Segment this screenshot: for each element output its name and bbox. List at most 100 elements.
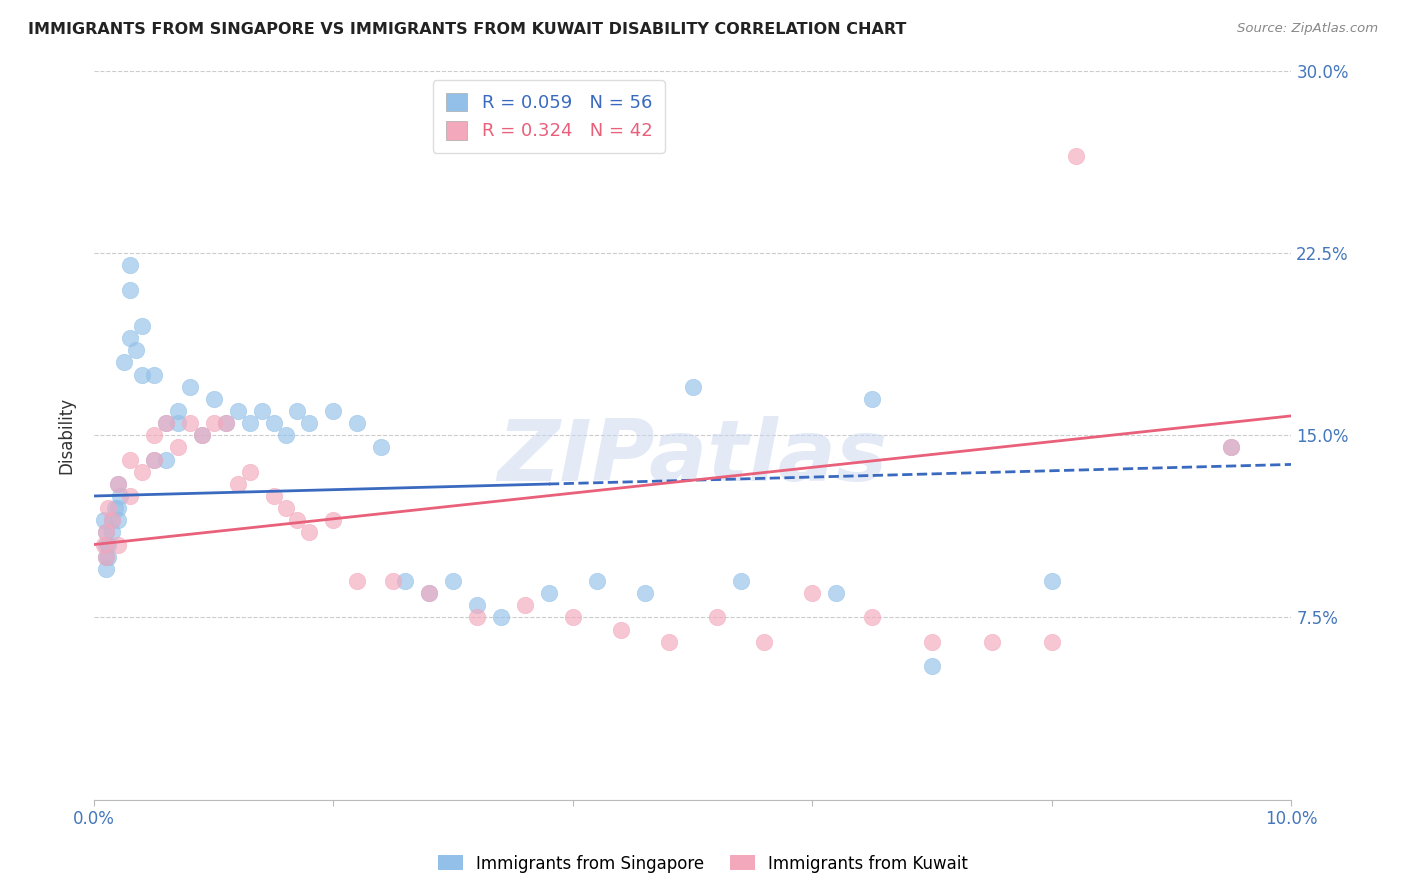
Point	[94, 525, 117, 540]
Point	[754, 634, 776, 648]
Point	[179, 416, 201, 430]
Point	[298, 525, 321, 540]
Point	[418, 586, 440, 600]
Point	[465, 599, 488, 613]
Point	[112, 355, 135, 369]
Point	[94, 549, 117, 564]
Point	[706, 610, 728, 624]
Point	[513, 599, 536, 613]
Point	[634, 586, 657, 600]
Point	[860, 392, 883, 406]
Point	[298, 416, 321, 430]
Point	[287, 404, 309, 418]
Point	[860, 610, 883, 624]
Point	[131, 465, 153, 479]
Point	[658, 634, 681, 648]
Point	[118, 452, 141, 467]
Point	[370, 441, 392, 455]
Point	[441, 574, 464, 588]
Legend: Immigrants from Singapore, Immigrants from Kuwait: Immigrants from Singapore, Immigrants fr…	[432, 848, 974, 880]
Point	[107, 513, 129, 527]
Point	[101, 513, 124, 527]
Point	[125, 343, 148, 358]
Y-axis label: Disability: Disability	[58, 397, 75, 474]
Point	[155, 452, 177, 467]
Point	[93, 537, 115, 551]
Point	[94, 537, 117, 551]
Point	[489, 610, 512, 624]
Point	[107, 537, 129, 551]
Point	[107, 501, 129, 516]
Point	[322, 404, 344, 418]
Point	[93, 513, 115, 527]
Point	[418, 586, 440, 600]
Point	[825, 586, 848, 600]
Point	[118, 283, 141, 297]
Point	[226, 404, 249, 418]
Text: Source: ZipAtlas.com: Source: ZipAtlas.com	[1237, 22, 1378, 36]
Point	[94, 525, 117, 540]
Point	[465, 610, 488, 624]
Point	[202, 416, 225, 430]
Point	[110, 489, 132, 503]
Point	[107, 476, 129, 491]
Point	[166, 441, 188, 455]
Text: IMMIGRANTS FROM SINGAPORE VS IMMIGRANTS FROM KUWAIT DISABILITY CORRELATION CHART: IMMIGRANTS FROM SINGAPORE VS IMMIGRANTS …	[28, 22, 907, 37]
Point	[142, 368, 165, 382]
Point	[107, 476, 129, 491]
Point	[190, 428, 212, 442]
Point	[394, 574, 416, 588]
Point	[101, 525, 124, 540]
Point	[97, 501, 120, 516]
Point	[118, 331, 141, 345]
Point	[226, 476, 249, 491]
Point	[104, 501, 127, 516]
Text: ZIPatlas: ZIPatlas	[498, 416, 887, 499]
Point	[142, 428, 165, 442]
Point	[801, 586, 824, 600]
Point	[179, 380, 201, 394]
Point	[981, 634, 1004, 648]
Point	[190, 428, 212, 442]
Point	[214, 416, 236, 430]
Point	[166, 416, 188, 430]
Point	[142, 452, 165, 467]
Point	[1040, 634, 1063, 648]
Point	[1220, 441, 1243, 455]
Point	[202, 392, 225, 406]
Point	[537, 586, 560, 600]
Point	[118, 258, 141, 272]
Point	[274, 428, 297, 442]
Point	[131, 368, 153, 382]
Point	[382, 574, 405, 588]
Point	[1220, 441, 1243, 455]
Point	[921, 634, 943, 648]
Point	[274, 501, 297, 516]
Legend: R = 0.059   N = 56, R = 0.324   N = 42: R = 0.059 N = 56, R = 0.324 N = 42	[433, 80, 665, 153]
Point	[561, 610, 583, 624]
Point	[94, 549, 117, 564]
Point	[346, 416, 368, 430]
Point	[239, 416, 262, 430]
Point	[155, 416, 177, 430]
Point	[610, 623, 633, 637]
Point	[239, 465, 262, 479]
Point	[322, 513, 344, 527]
Point	[101, 513, 124, 527]
Point	[730, 574, 752, 588]
Point	[94, 562, 117, 576]
Point	[585, 574, 607, 588]
Point	[214, 416, 236, 430]
Point	[263, 416, 285, 430]
Point	[155, 416, 177, 430]
Point	[682, 380, 704, 394]
Point	[142, 452, 165, 467]
Point	[131, 318, 153, 333]
Point	[118, 489, 141, 503]
Point	[1064, 149, 1087, 163]
Point	[97, 549, 120, 564]
Point	[166, 404, 188, 418]
Point	[263, 489, 285, 503]
Point	[287, 513, 309, 527]
Point	[97, 537, 120, 551]
